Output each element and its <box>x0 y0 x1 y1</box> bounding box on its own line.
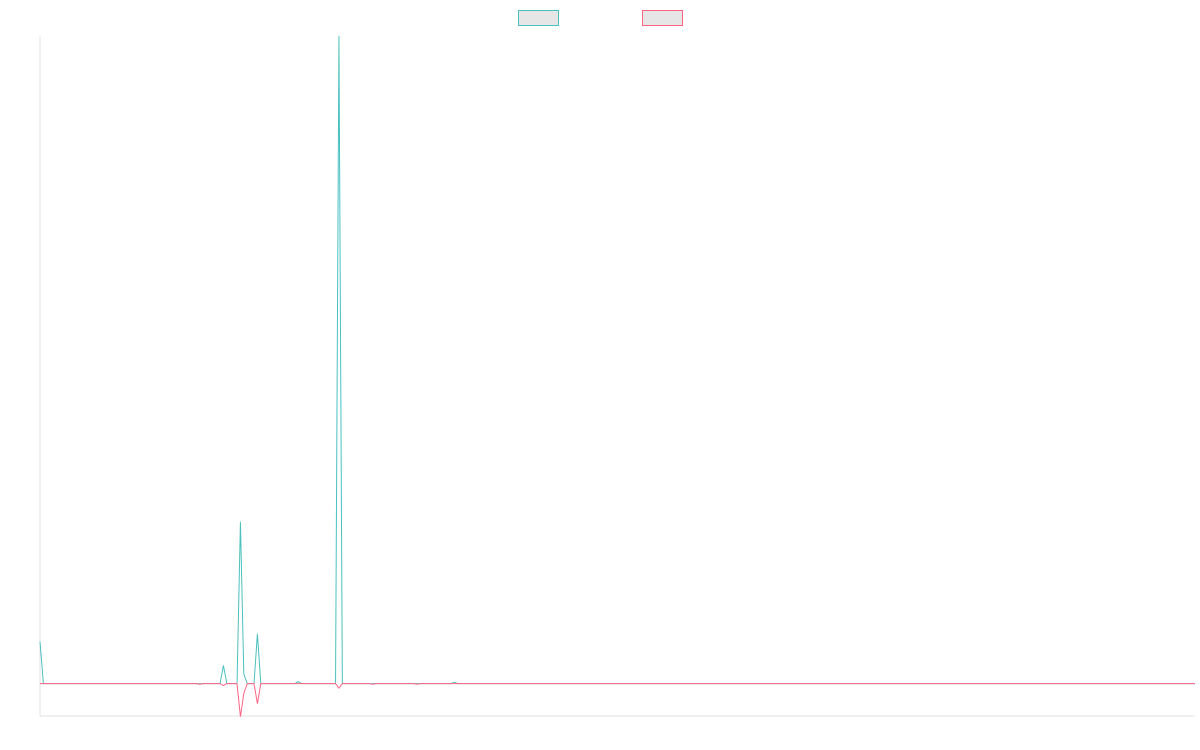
series-line <box>39 35 1195 685</box>
legend-swatch[interactable] <box>518 10 559 26</box>
legend-swatch[interactable] <box>642 10 683 26</box>
series-line <box>40 683 1195 717</box>
